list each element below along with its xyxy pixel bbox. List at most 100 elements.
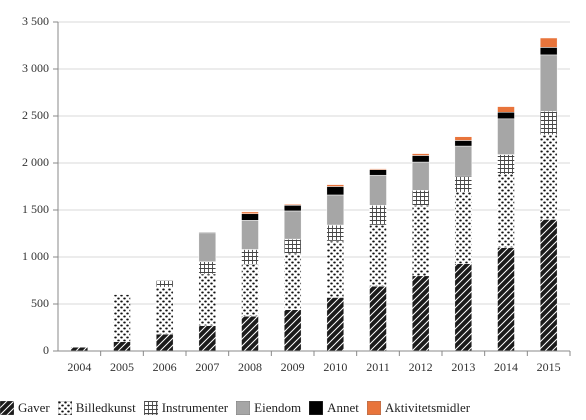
- legend: Gaver Billedkunst Instrumenter Eiendom Annet…: [0, 398, 586, 418]
- legend-swatch: [0, 401, 14, 415]
- bar-segment-instrumenter: [326, 224, 345, 242]
- legend-swatch: [57, 401, 72, 415]
- bar-segment-billedkunst: [241, 264, 259, 317]
- bar-segment-gaver: [497, 247, 515, 352]
- bar-segment-annet: [198, 232, 217, 234]
- bar-segment-billedkunst: [454, 191, 473, 264]
- bar-segment-instrumenter: [497, 154, 515, 175]
- bar-segment-eiendom: [454, 145, 473, 177]
- bar-segment-instrumenter: [241, 249, 259, 265]
- bar-segment-eiendom: [326, 194, 345, 226]
- stacked-bar-chart: 0 500 1 000 1 500 2 000 2 500 3 000 3 500 2004 20…: [22, 14, 571, 374]
- bar-segment-gaver: [198, 325, 217, 352]
- bar-segment-annet: [283, 205, 302, 212]
- bar-segment-annet: [326, 186, 345, 196]
- bar-segment-instrumenter: [369, 205, 387, 226]
- bar-segment-annet: [369, 169, 387, 176]
- bar-segment-annet: [539, 47, 558, 56]
- legend-swatch: [366, 401, 381, 415]
- x-tick-label: 2004: [67, 360, 91, 374]
- bar-segment-billedkunst: [539, 134, 558, 220]
- bar-segment-gaver: [155, 333, 174, 352]
- legend-label: Annet: [327, 400, 359, 415]
- bar-segment-aktivitetsmidler: [497, 106, 515, 113]
- bar-segment-billedkunst: [411, 205, 430, 277]
- bar-segment-billedkunst: [113, 294, 131, 342]
- bar-segment-eiendom: [497, 118, 515, 155]
- x-tick-label: 2009: [281, 360, 305, 374]
- gridlines: [58, 21, 570, 305]
- legend-swatch: [143, 401, 158, 415]
- bar-segment-gaver: [113, 341, 131, 352]
- x-tick-label: 2010: [323, 360, 347, 374]
- bar-segment-instrumenter: [539, 111, 558, 136]
- bar-segment-aktivitetsmidler: [241, 211, 259, 215]
- bar-segment-gaver: [369, 285, 387, 352]
- bar-segment-billedkunst: [198, 273, 217, 326]
- bar-segment-annet: [454, 140, 473, 147]
- legend-label: Instrumenter: [161, 400, 229, 415]
- bar-segment-eiendom: [241, 220, 259, 250]
- y-tick-label: 2 000: [22, 155, 49, 169]
- x-tick-label: 2005: [110, 360, 134, 374]
- y-tick-label: 3 500: [22, 14, 49, 28]
- legend-item-billedkunst: Billedkunst: [57, 400, 136, 416]
- y-tick-label: 500: [31, 296, 49, 310]
- bar-segment-billedkunst: [369, 224, 387, 287]
- bar-segment-eiendom: [539, 54, 558, 112]
- bar-segment-eiendom: [198, 233, 217, 262]
- bar-segment-aktivitetsmidler: [411, 153, 430, 156]
- axes: 0 500 1 000 1 500 2 000 2 500 3 000 3 500 2004 20…: [22, 14, 571, 374]
- x-tick-label: 2011: [366, 360, 390, 374]
- bar-segment-billedkunst: [155, 286, 174, 335]
- y-tick-label: 1 000: [22, 249, 49, 263]
- legend-item-instrumenter: Instrumenter: [143, 400, 229, 416]
- x-tick-label: 2013: [451, 360, 475, 374]
- legend-label: Eiendom: [254, 400, 302, 415]
- bar-segment-eiendom: [283, 210, 302, 240]
- legend-item-aktivitetsmidler: Aktivitetsmidler: [366, 400, 471, 416]
- bar-segment-instrumenter: [283, 238, 302, 254]
- bar-segment-instrumenter: [454, 175, 473, 193]
- x-tick-label: 2007: [195, 360, 219, 374]
- legend-item-annet: Annet: [309, 400, 359, 416]
- bar-segment-gaver: [326, 297, 345, 352]
- bar-segment-annet: [411, 155, 430, 163]
- bar-segment-gaver: [241, 315, 259, 352]
- legend-item-gaver: Gaver: [0, 400, 50, 416]
- x-tick-label: 2006: [153, 360, 177, 374]
- bars: [70, 37, 558, 352]
- bar-segment-instrumenter: [198, 261, 217, 275]
- y-tick-label: 3 000: [22, 61, 49, 75]
- bar-segment-instrumenter: [155, 280, 174, 288]
- bar-segment-eiendom: [369, 174, 387, 206]
- bar-segment-gaver: [539, 219, 558, 352]
- bar-segment-instrumenter: [411, 190, 430, 206]
- legend-swatch: [309, 401, 324, 415]
- legend-label: Billedkunst: [75, 400, 136, 415]
- bar-segment-eiendom: [411, 161, 430, 191]
- bar-segment-billedkunst: [326, 240, 345, 298]
- bar-segment-billedkunst: [497, 174, 515, 248]
- bar-segment-gaver: [70, 346, 89, 352]
- y-tick-label: 1 500: [22, 202, 49, 216]
- legend-swatch: [236, 401, 251, 415]
- bar-segment-aktivitetsmidler: [454, 136, 473, 141]
- y-tick-label: 2 500: [22, 108, 49, 122]
- bar-segment-aktivitetsmidler: [283, 204, 302, 206]
- bar-segment-aktivitetsmidler: [326, 184, 345, 187]
- bar-segment-billedkunst: [283, 252, 302, 310]
- legend-item-eiendom: Eiendom: [236, 400, 301, 416]
- x-tick-label: 2012: [409, 360, 433, 374]
- bar-segment-gaver: [454, 263, 473, 352]
- bar-segment-annet: [497, 111, 515, 120]
- bar-segment-gaver: [283, 309, 302, 352]
- x-tick-label: 2015: [537, 360, 561, 374]
- legend-label: Gaver: [18, 400, 50, 415]
- bar-segment-aktivitetsmidler: [369, 168, 387, 170]
- x-tick-label: 2014: [494, 360, 518, 374]
- bar-segment-annet: [241, 213, 259, 221]
- legend-label: Aktivitetsmidler: [384, 400, 471, 415]
- y-tick-label: 0: [43, 343, 49, 357]
- x-tick-label: 2008: [238, 360, 262, 374]
